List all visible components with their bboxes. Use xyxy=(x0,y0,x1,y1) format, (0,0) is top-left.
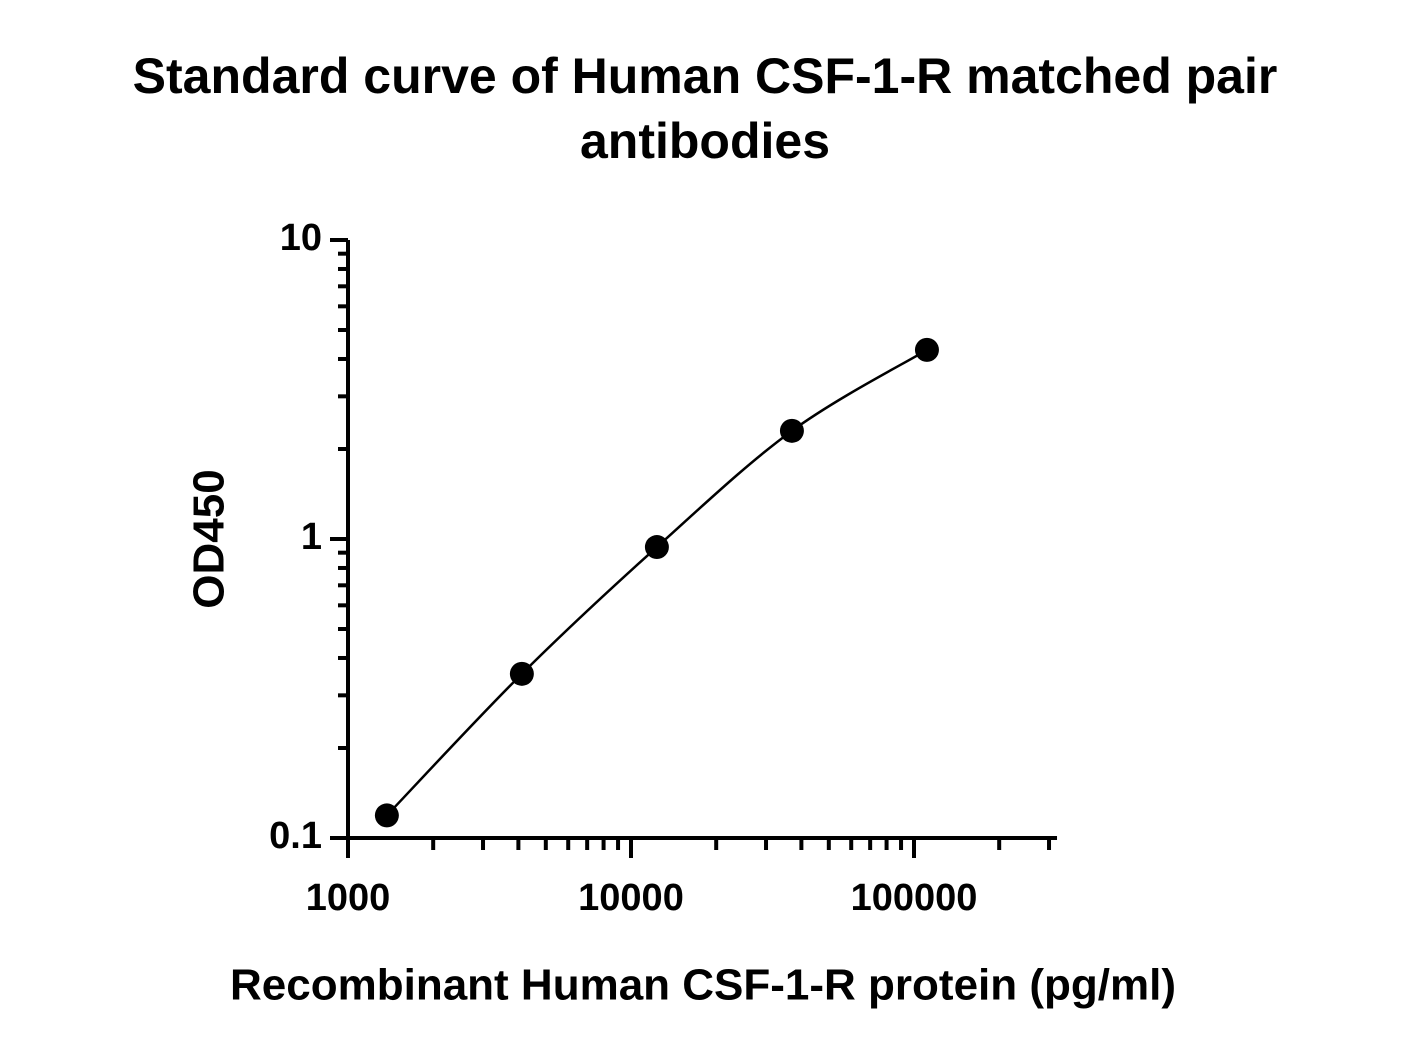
data-point xyxy=(914,337,939,362)
y-axis-label: OD450 xyxy=(185,469,234,608)
x-tick-label: 10000 xyxy=(578,877,684,919)
fit-curve xyxy=(385,348,928,817)
x-axis-label: Recombinant Human CSF-1-R protein (pg/ml… xyxy=(230,961,1176,1010)
data-point xyxy=(779,418,804,443)
data-point xyxy=(644,535,669,560)
y-tick-label: 1 xyxy=(301,516,322,558)
chart-title: Standard curve of Human CSF-1-R matched … xyxy=(132,48,1278,169)
x-tick-label: 1000 xyxy=(306,877,391,919)
data-point xyxy=(509,661,534,686)
y-tick-label: 10 xyxy=(280,217,322,259)
y-tick-label: 0.1 xyxy=(269,815,322,857)
data-point xyxy=(374,803,399,828)
x-tick-label: 100000 xyxy=(851,877,978,919)
